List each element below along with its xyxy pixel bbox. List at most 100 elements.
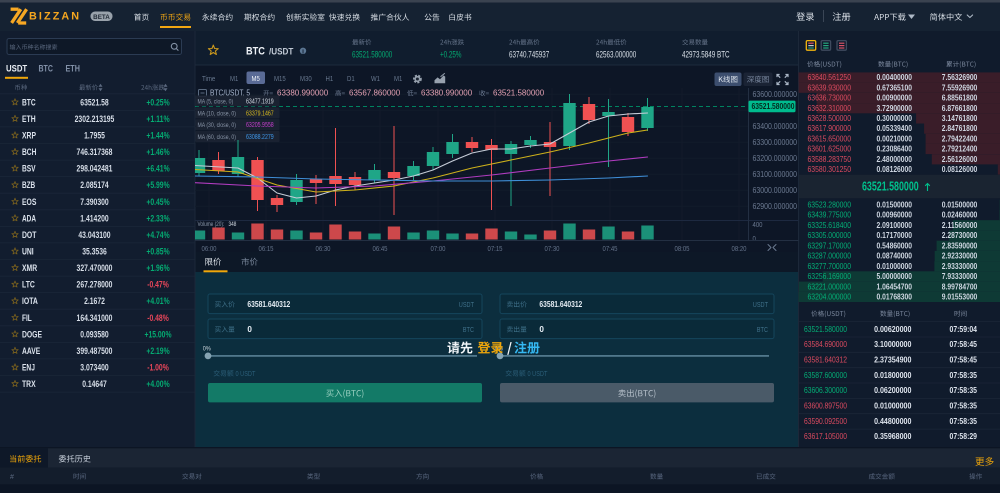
svg-text:2.48000000: 2.48000000 xyxy=(877,155,913,164)
svg-text:MA (10, close, 0): MA (10, close, 0) xyxy=(198,110,237,117)
svg-text:63477.1919: 63477.1919 xyxy=(246,96,274,105)
svg-text:+6.41%: +6.41% xyxy=(146,164,169,174)
svg-text:63588.283750: 63588.283750 xyxy=(808,155,852,164)
svg-text:298.042481: 298.042481 xyxy=(77,164,113,174)
svg-text:2.83590000: 2.83590000 xyxy=(942,241,978,250)
svg-text:6.87661800: 6.87661800 xyxy=(942,104,978,113)
svg-text:06:30: 06:30 xyxy=(316,244,331,253)
svg-text:07:58:35: 07:58:35 xyxy=(950,417,978,426)
svg-text:M15: M15 xyxy=(274,74,286,83)
svg-text:BTC: BTC xyxy=(246,46,265,58)
svg-text:0.17170000: 0.17170000 xyxy=(877,231,913,240)
svg-text:63256.169000: 63256.169000 xyxy=(808,272,852,281)
svg-text:DOT: DOT xyxy=(22,230,37,240)
svg-text:0.01000000: 0.01000000 xyxy=(874,402,912,411)
svg-text:63221.000000: 63221.000000 xyxy=(808,282,852,291)
svg-text:63200.000000: 63200.000000 xyxy=(753,154,798,163)
svg-text:-1.00%: -1.00% xyxy=(147,363,169,373)
svg-text:348: 348 xyxy=(229,222,237,228)
svg-text:0.14647: 0.14647 xyxy=(82,379,107,389)
svg-text:BETA: BETA xyxy=(93,14,110,21)
svg-text:M30: M30 xyxy=(300,74,312,83)
svg-text:USDT: USDT xyxy=(6,64,27,75)
svg-text:0.30000000: 0.30000000 xyxy=(877,114,913,123)
svg-text:+2.33%: +2.33% xyxy=(146,213,169,223)
svg-text:63581.640312: 63581.640312 xyxy=(804,356,847,365)
svg-text:0: 0 xyxy=(539,325,544,334)
svg-text:63615.650000: 63615.650000 xyxy=(808,134,852,143)
svg-text:0.05339400: 0.05339400 xyxy=(877,124,913,133)
svg-text:42973.5849 BTC: 42973.5849 BTC xyxy=(682,50,730,60)
svg-text:ETH: ETH xyxy=(66,64,81,75)
svg-text:M5: M5 xyxy=(252,74,260,83)
svg-text:62900.000000: 62900.000000 xyxy=(753,202,798,211)
svg-text:63581.640312: 63581.640312 xyxy=(539,300,582,309)
svg-text:-0.48%: -0.48% xyxy=(147,313,169,323)
svg-text:63521.58: 63521.58 xyxy=(80,97,108,107)
svg-text:07:58:45: 07:58:45 xyxy=(950,340,978,349)
svg-text:2.79422400: 2.79422400 xyxy=(942,134,978,143)
svg-text:63640.561250: 63640.561250 xyxy=(808,73,852,82)
svg-text:#: # xyxy=(10,474,14,481)
svg-text:63584.690000: 63584.690000 xyxy=(804,340,847,349)
svg-text:63205.9558: 63205.9558 xyxy=(246,120,274,129)
svg-text:63439.775000: 63439.775000 xyxy=(808,211,852,220)
svg-text:0.00960000: 0.00960000 xyxy=(877,211,913,220)
svg-text:BTC: BTC xyxy=(757,327,768,334)
svg-text:2302.213195: 2302.213195 xyxy=(75,114,115,124)
svg-text:BTC: BTC xyxy=(22,97,36,107)
svg-text:63287.000000: 63287.000000 xyxy=(808,252,852,261)
svg-text:MA (30, close, 0): MA (30, close, 0) xyxy=(198,122,237,129)
svg-text:63204.000000: 63204.000000 xyxy=(808,293,852,302)
svg-text:08:05: 08:05 xyxy=(675,244,690,253)
svg-text:AAVE: AAVE xyxy=(22,346,40,356)
svg-text:D1: D1 xyxy=(347,74,355,83)
svg-text:0%: 0% xyxy=(495,346,503,353)
svg-text:06:45: 06:45 xyxy=(373,244,388,253)
svg-text:+0.25%: +0.25% xyxy=(146,97,169,107)
svg-text:63380.990000: 63380.990000 xyxy=(277,89,329,98)
svg-text:/USDT: /USDT xyxy=(269,47,294,57)
svg-text:63580.301250: 63580.301250 xyxy=(808,165,852,174)
svg-text:07:58:45: 07:58:45 xyxy=(950,356,978,365)
svg-text:2.28730000: 2.28730000 xyxy=(942,231,978,240)
svg-text:+4.01%: +4.01% xyxy=(146,296,169,306)
svg-text:+1.11%: +1.11% xyxy=(146,114,169,124)
svg-text:BTC: BTC xyxy=(463,327,474,334)
svg-text:63600.000000: 63600.000000 xyxy=(753,90,798,99)
svg-text:+1.96%: +1.96% xyxy=(146,263,169,273)
svg-text:07:58:35: 07:58:35 xyxy=(950,371,978,380)
svg-text:0.093580: 0.093580 xyxy=(80,329,108,339)
svg-text:0.00400000: 0.00400000 xyxy=(877,73,913,82)
svg-text:07:45: 07:45 xyxy=(603,244,618,253)
svg-text:06:00: 06:00 xyxy=(202,244,217,253)
svg-text:5.00000000: 5.00000000 xyxy=(877,272,913,281)
svg-text:63305.000000: 63305.000000 xyxy=(808,231,852,240)
svg-text:267.278000: 267.278000 xyxy=(77,280,113,290)
svg-text:ETH: ETH xyxy=(22,114,36,124)
svg-text:0.01768300: 0.01768300 xyxy=(877,293,913,302)
svg-text:0.08126000: 0.08126000 xyxy=(942,165,978,174)
svg-text:0.01800000: 0.01800000 xyxy=(874,371,912,380)
svg-text:1.7955: 1.7955 xyxy=(84,131,105,141)
svg-text:3.073400: 3.073400 xyxy=(80,363,108,373)
svg-text:07:58:35: 07:58:35 xyxy=(950,386,978,395)
svg-text:7.93330000: 7.93330000 xyxy=(942,272,978,281)
svg-text:0.67365100: 0.67365100 xyxy=(877,83,913,92)
svg-text:W1: W1 xyxy=(371,74,380,83)
svg-text:0.08126000: 0.08126000 xyxy=(877,165,913,174)
svg-text:63590.092500: 63590.092500 xyxy=(804,417,847,426)
svg-text:2.085174: 2.085174 xyxy=(80,180,108,190)
svg-text:+4.74%: +4.74% xyxy=(146,230,169,240)
svg-text:63000.000000: 63000.000000 xyxy=(753,186,798,195)
svg-text:06:15: 06:15 xyxy=(259,244,274,253)
svg-text:35.3536: 35.3536 xyxy=(82,247,107,257)
svg-text:FIL: FIL xyxy=(22,313,32,323)
svg-text:2.84761800: 2.84761800 xyxy=(942,124,978,133)
svg-text:BIZZAN: BIZZAN xyxy=(29,10,81,22)
svg-text:63617.900000: 63617.900000 xyxy=(808,124,852,133)
svg-text:0: 0 xyxy=(753,234,756,243)
svg-text:DOGE: DOGE xyxy=(22,329,42,339)
svg-text:IOTA: IOTA xyxy=(22,296,38,306)
svg-text:8.99784700: 8.99784700 xyxy=(942,282,978,291)
